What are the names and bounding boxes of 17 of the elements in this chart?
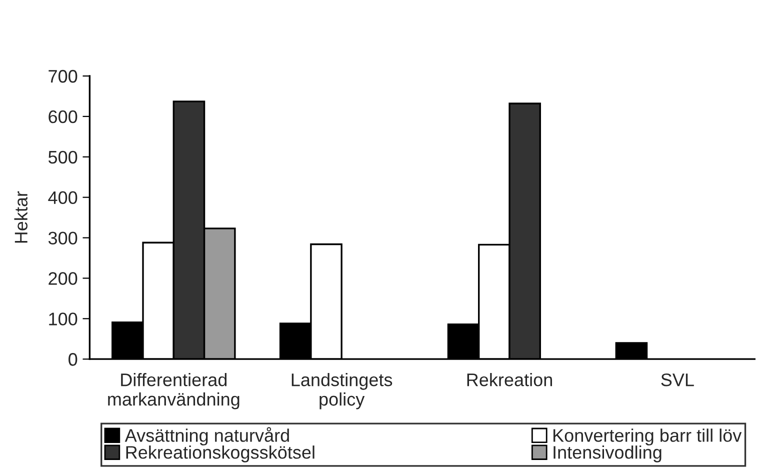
legend-label: Intensivodling (554, 446, 662, 462)
y-tick-label: 700 (48, 70, 78, 83)
y-tick-label: 0 (68, 353, 78, 366)
y-axis-title: Hektar (14, 191, 28, 243)
y-tick-label: 400 (48, 191, 78, 204)
y-tick-label: 600 (48, 110, 78, 124)
y-tick-label: 100 (49, 312, 78, 326)
y-tick-label: 200 (48, 272, 78, 285)
legend-label: Avsättning naturvård (124, 427, 289, 446)
x-tick-label: SVL (661, 373, 694, 386)
x-tick-label: Landstingets policy (292, 372, 392, 410)
y-tick-label: 500 (48, 150, 78, 164)
legend-label: Konvertering barr till löv (554, 428, 742, 446)
y-tick-label: 300 (48, 232, 78, 244)
x-tick-label: Differentierad markanvändning (108, 372, 240, 410)
x-tick-label: Rekreation (467, 372, 552, 386)
legend-label: Rekreationskogsskötsel (126, 446, 314, 462)
